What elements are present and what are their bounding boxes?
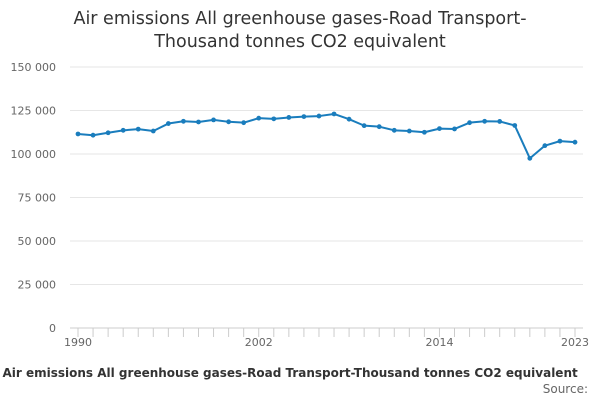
data-point — [542, 143, 548, 149]
data-point — [437, 126, 442, 131]
y-tick-label: 125 000 — [11, 105, 57, 118]
data-point — [211, 117, 216, 123]
data-point — [105, 130, 111, 136]
data-point — [165, 121, 171, 126]
data-point — [316, 113, 322, 119]
data-point — [150, 128, 156, 134]
chart-title-line-2: Thousand tonnes CO2 equivalent — [154, 32, 446, 52]
data-point — [75, 131, 81, 137]
data-point — [196, 119, 201, 125]
data-point — [331, 111, 337, 117]
data-point — [497, 119, 503, 124]
y-tick-label: 25 000 — [18, 279, 57, 292]
data-point — [421, 129, 427, 135]
y-tick-label: 50 000 — [18, 235, 57, 248]
data-point — [346, 116, 352, 122]
series-line — [77, 112, 576, 160]
chart-title: Air emissions All greenhouse gases-Road … — [0, 8, 600, 54]
y-tick-label: 75 000 — [18, 192, 57, 205]
data-point — [256, 115, 262, 121]
legend-label[interactable]: Air emissions All greenhouse gases-Road … — [2, 366, 578, 380]
data-point — [557, 138, 563, 144]
data-point — [286, 115, 292, 120]
data-point — [482, 118, 488, 124]
data-point — [301, 114, 307, 119]
data-point — [361, 123, 367, 129]
data-point — [90, 132, 96, 138]
chart-title-line-1: Air emissions All greenhouse gases-Road … — [73, 9, 527, 29]
x-tick-label: 2023 — [561, 336, 589, 349]
data-point — [452, 126, 457, 132]
y-tick-label: 150 000 — [11, 61, 57, 74]
y-tick-label: 0 — [49, 322, 56, 335]
data-point — [512, 123, 518, 128]
data-point — [241, 120, 247, 126]
data-point — [135, 126, 141, 132]
x-tick-label: 1990 — [64, 336, 92, 349]
data-point — [120, 127, 126, 133]
data-point — [181, 118, 186, 124]
legend[interactable]: ●Air emissions All greenhouse gases-Road… — [0, 366, 600, 382]
data-point — [376, 124, 382, 130]
data-point — [271, 116, 277, 122]
y-tick-label: 100 000 — [11, 148, 57, 161]
x-tick-label: 2002 — [245, 336, 273, 349]
data-point — [572, 139, 578, 145]
source-label: Source: — [542, 382, 588, 396]
x-tick-label: 2014 — [425, 336, 453, 349]
data-point — [226, 119, 232, 125]
data-point — [406, 128, 412, 134]
data-point — [391, 127, 397, 133]
data-point — [467, 120, 472, 126]
data-point — [527, 155, 533, 161]
